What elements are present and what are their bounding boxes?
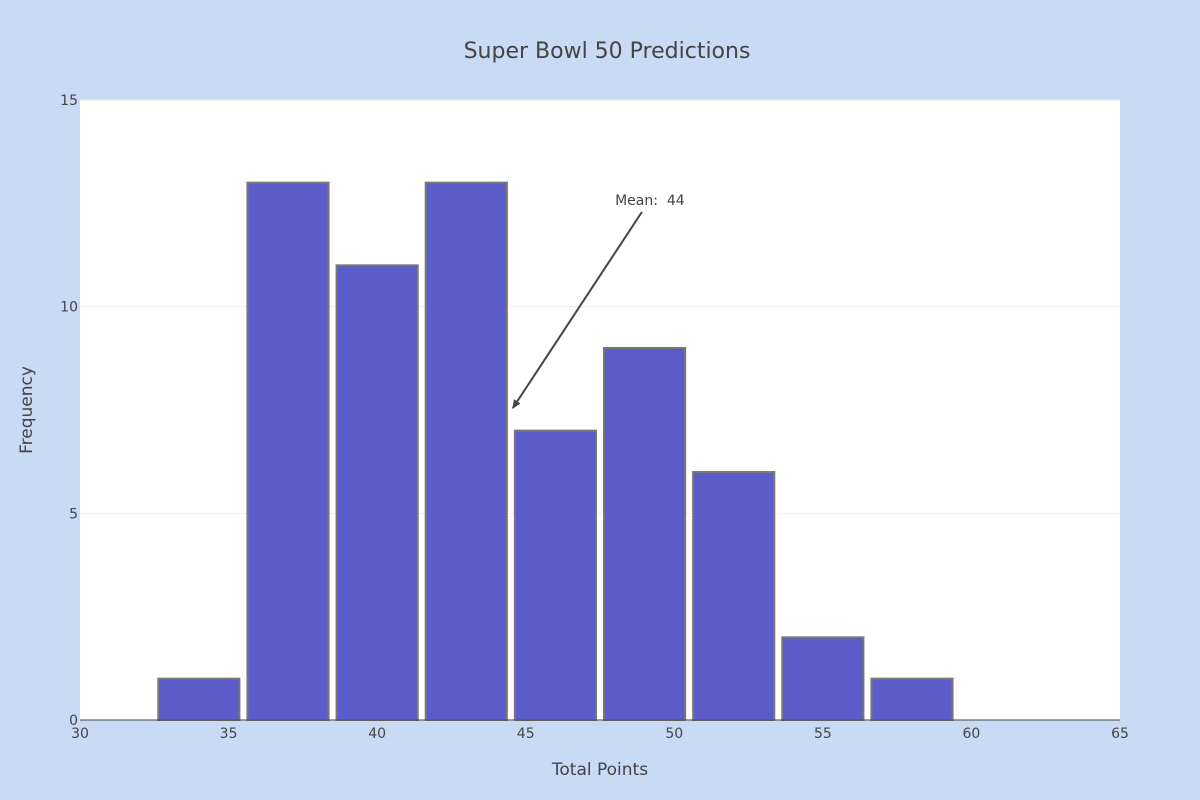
x-tick-label: 60 <box>963 726 981 742</box>
x-axis-title: Total Points <box>551 760 648 780</box>
y-axis-title: Frequency <box>17 366 37 454</box>
histogram-bar-5[interactable] <box>513 429 597 721</box>
x-tick-label: 40 <box>368 726 386 742</box>
x-tick-label: 50 <box>665 726 683 742</box>
x-tick-label: 65 <box>1111 726 1129 742</box>
histogram-bar-8[interactable] <box>781 636 865 721</box>
histogram-bar-6[interactable] <box>603 347 687 721</box>
x-tick-label: 35 <box>220 726 238 742</box>
histogram-bar-1[interactable] <box>157 677 241 722</box>
histogram-bar-3[interactable] <box>335 264 419 721</box>
y-tick-label: 5 <box>69 506 78 522</box>
histogram-bar-7[interactable] <box>692 471 776 721</box>
annotation-arrow <box>512 211 643 409</box>
chart-title: Super Bowl 50 Predictions <box>464 39 751 64</box>
annotation-label: Mean: 44 <box>615 193 685 209</box>
y-tick-label: 10 <box>60 300 78 316</box>
y-tick-label: 15 <box>60 93 78 109</box>
x-tick-label: 30 <box>71 726 89 742</box>
histogram-bar-9[interactable] <box>870 677 954 722</box>
plot-area <box>80 100 1120 720</box>
y-tick-label: 0 <box>69 713 78 729</box>
histogram-bar-4[interactable] <box>424 181 508 721</box>
x-tick-label: 55 <box>814 726 832 742</box>
x-tick-label: 45 <box>517 726 535 742</box>
histogram-bar-2[interactable] <box>246 181 330 721</box>
